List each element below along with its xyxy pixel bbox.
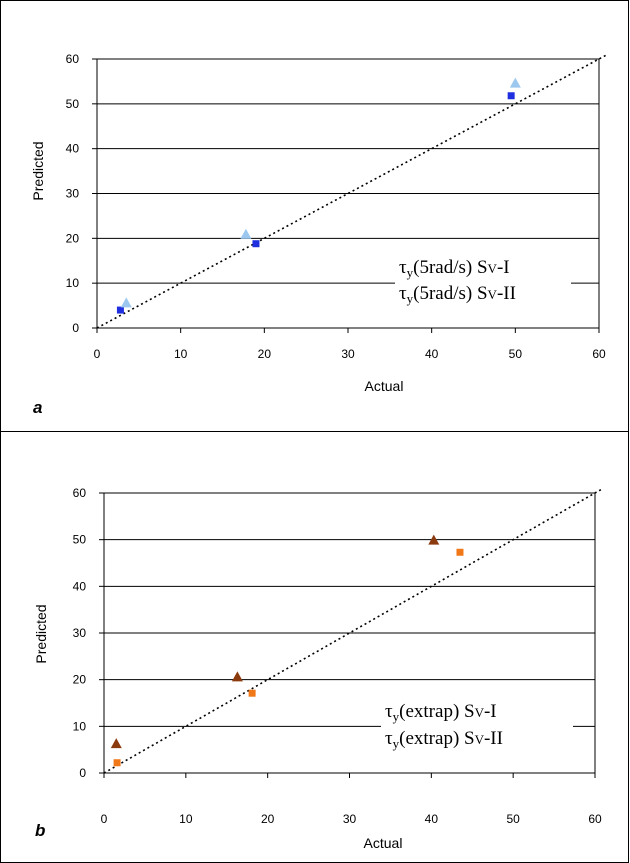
chart-a-xtick-label: 30 <box>341 347 355 361</box>
chart-a-series2-point <box>120 297 132 308</box>
chart-b-xtick-label: 0 <box>101 812 108 826</box>
chart-a-ytick-label: 60 <box>66 52 80 66</box>
chart-b-xtick-label: 30 <box>343 812 357 826</box>
chart-a-ytick-label: 40 <box>66 142 80 156</box>
chart-a-xtick-label: 50 <box>509 347 523 361</box>
chart-a-ytick-label: 50 <box>66 97 80 111</box>
chart-b-ytick-label: 20 <box>73 673 87 687</box>
chart-a-svg: 0 10 20 30 40 50 60 0 10 20 30 40 50 60 Actual Predicte… <box>30 52 608 417</box>
chart-b-ytick-label: 50 <box>73 533 87 547</box>
chart-a-legend-box <box>395 251 571 307</box>
chart-a-ytick-label: 10 <box>66 276 80 290</box>
chart-b-legend-entry: τy(extrap) SV-II <box>385 728 503 751</box>
chart-b-series1-point <box>428 534 440 545</box>
chart-b-x-axis-title: Actual <box>364 835 403 851</box>
chart-a-xtick-label: 0 <box>94 347 101 361</box>
chart-b-y-axis-title: Predicted <box>33 604 49 663</box>
chart-b-legend-entry: τy(extrap) SV-I <box>385 701 497 724</box>
chart-a-legend-entry: τy(5rad/s) SV-I <box>399 257 510 280</box>
chart-b-series1-point <box>231 671 243 682</box>
chart-a-xtick-label: 60 <box>592 347 606 361</box>
chart-a-panel-letter: a <box>33 398 42 417</box>
chart-b-ytick-label: 10 <box>73 719 87 733</box>
chart-b-series1-point <box>110 738 122 749</box>
chart-b-panel-letter: b <box>35 821 45 840</box>
chart-a-series2-point <box>240 228 252 239</box>
chart-b-xtick-label: 40 <box>425 812 439 826</box>
chart-a-series1-point <box>252 240 260 248</box>
chart-a-y-axis-title: Predicted <box>30 141 46 200</box>
chart-a-legend-entry: τy(5rad/s) SV-II <box>399 283 516 306</box>
chart-a-xtick-label: 40 <box>425 347 439 361</box>
chart-a-series1-point <box>116 306 124 314</box>
chart-a-x-axis-title: Actual <box>365 378 404 394</box>
chart-b-ytick-label: 60 <box>73 486 87 500</box>
chart-a-series2-point <box>509 77 521 88</box>
chart-a-ytick-label: 30 <box>66 187 80 201</box>
chart-b-svg: 0 10 20 30 40 50 60 0 10 20 30 40 50 60 Actual Predicte… <box>33 486 604 851</box>
chart-b-xtick-label: 50 <box>506 812 520 826</box>
chart-a-reference-line <box>96 53 608 329</box>
chart-b-series2-point <box>113 759 121 767</box>
chart-b-series2-point <box>248 689 256 697</box>
chart-b-ytick-label: 40 <box>73 579 87 593</box>
chart-panel-b: 0 10 20 30 40 50 60 0 10 20 30 40 50 60 Actual Predicte… <box>0 431 629 863</box>
chart-b-xtick-label: 10 <box>179 812 193 826</box>
chart-b-series2-point <box>456 548 464 556</box>
chart-b-ytick-label: 0 <box>79 766 86 780</box>
chart-a-xtick-label: 20 <box>258 347 272 361</box>
chart-b-legend-box <box>381 694 573 750</box>
chart-a-xtick-label: 10 <box>174 347 188 361</box>
chart-b-xtick-label: 20 <box>261 812 275 826</box>
chart-panel-a: 0 10 20 30 40 50 60 0 10 20 30 40 50 60 Actual Predicte… <box>0 0 629 432</box>
chart-b-xtick-label: 60 <box>588 812 602 826</box>
chart-b-ytick-label: 30 <box>73 626 87 640</box>
chart-a-ytick-label: 20 <box>66 231 80 245</box>
chart-a-series1-point <box>507 92 515 100</box>
chart-b-reference-line <box>103 487 604 774</box>
chart-a-ytick-label: 0 <box>72 321 79 335</box>
